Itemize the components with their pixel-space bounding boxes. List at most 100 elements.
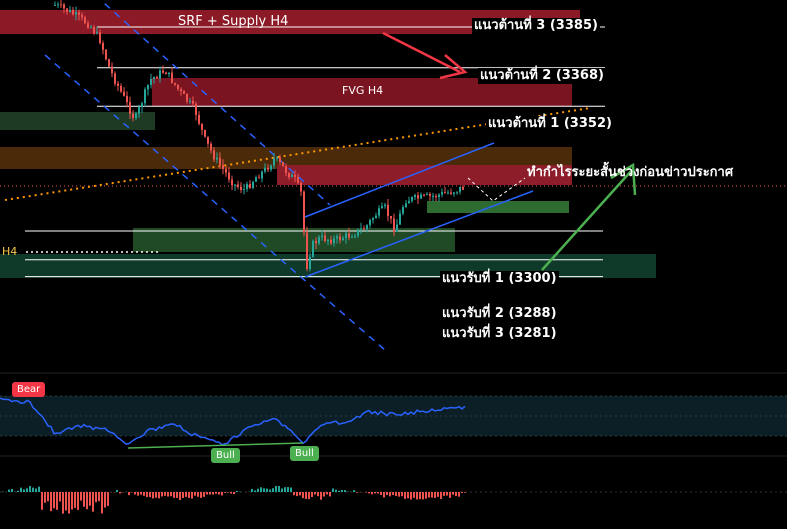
candle-body <box>114 73 116 84</box>
histogram-bar <box>212 492 214 495</box>
candle-body <box>315 240 317 244</box>
histogram-bar <box>50 492 52 512</box>
candle-body <box>348 233 350 238</box>
histogram-bar <box>251 488 253 492</box>
histogram-bar <box>74 492 76 508</box>
candle-body <box>351 236 353 238</box>
histogram-bar <box>293 492 295 496</box>
candle-body <box>198 114 200 124</box>
candle-body <box>441 192 443 195</box>
candle-body <box>384 204 386 207</box>
candle-body <box>237 184 239 187</box>
candle-body <box>225 168 227 173</box>
candle-body <box>153 77 155 79</box>
histogram-bar <box>422 492 424 500</box>
candle-body <box>297 177 299 183</box>
candle-body <box>354 235 356 237</box>
histogram-bar <box>368 492 370 494</box>
candle-body <box>252 181 254 188</box>
histogram-bar <box>173 492 175 498</box>
candle-body <box>288 172 290 178</box>
histogram-bar <box>83 492 85 507</box>
histogram-bar <box>56 492 58 510</box>
candle-body <box>126 95 128 103</box>
candle-body <box>210 143 212 151</box>
candle-body <box>231 179 233 186</box>
candle-body <box>276 157 278 159</box>
histogram-bar <box>449 492 451 498</box>
candle-body <box>372 218 374 220</box>
histogram-bar <box>308 492 310 500</box>
candle-body <box>264 167 266 172</box>
candle-body <box>216 157 218 160</box>
histogram-bar <box>41 492 43 510</box>
histogram-bar <box>35 488 37 492</box>
histogram-bar <box>305 492 307 499</box>
green-arrow-head <box>610 162 637 196</box>
histogram-bar <box>92 492 94 512</box>
demand-zone-1 <box>133 228 455 252</box>
histogram-bar <box>392 492 394 495</box>
histogram-bar <box>365 492 367 493</box>
histogram-bar <box>461 492 463 493</box>
candle-body <box>273 158 275 166</box>
candle-body <box>339 236 341 241</box>
histogram-bar <box>338 490 340 492</box>
histogram-bar <box>302 492 304 499</box>
candle-body <box>336 236 338 239</box>
histogram-bar <box>17 490 19 492</box>
histogram-bar <box>296 492 298 497</box>
oscillator-line <box>0 397 466 446</box>
candle-body <box>144 89 146 104</box>
demand-zone-2 <box>427 201 569 213</box>
histogram-bar <box>29 486 31 492</box>
histogram-bar <box>254 490 256 492</box>
candle-body <box>450 192 452 194</box>
rising-channel-upper <box>304 142 495 218</box>
histogram-bar <box>209 492 211 495</box>
candle-body <box>279 157 281 163</box>
candle-body <box>147 84 149 90</box>
candle-body <box>129 102 131 114</box>
histogram-bar <box>167 492 169 497</box>
red-arrow-head <box>439 54 468 80</box>
candle-body <box>102 43 104 50</box>
candle-body <box>78 12 80 15</box>
candle-body <box>414 195 416 198</box>
histogram-bar <box>224 492 226 493</box>
histogram-bar <box>281 488 283 492</box>
histogram-bar <box>182 492 184 498</box>
histogram-bar <box>401 492 403 497</box>
falling-channel-lower <box>44 54 386 351</box>
histogram-bar <box>53 492 55 509</box>
histogram-bar <box>218 492 220 495</box>
candle-body <box>201 123 203 130</box>
candle-body <box>330 239 332 244</box>
candle-body <box>291 174 293 178</box>
histogram-bar <box>413 492 415 498</box>
candle-body <box>57 4 59 6</box>
candle-body <box>417 195 419 199</box>
histogram-bar <box>185 492 187 497</box>
histogram-bar <box>134 492 136 495</box>
histogram-bar <box>170 492 172 497</box>
histogram-bar <box>440 492 442 499</box>
histogram-bar <box>341 490 343 492</box>
supply-zone-title: SRF + Supply H4 <box>178 14 289 29</box>
candle-body <box>399 213 401 225</box>
candle-body <box>375 215 377 219</box>
histogram-bar <box>227 492 229 493</box>
histogram-bar <box>278 485 280 492</box>
candle-body <box>357 229 359 236</box>
candle-body <box>66 8 68 12</box>
histogram-bar <box>20 487 22 492</box>
candle-body <box>420 194 422 199</box>
histogram-bar <box>179 492 181 500</box>
candle-body <box>174 82 176 85</box>
histogram-bar <box>290 487 292 492</box>
candle-body <box>246 184 248 190</box>
candle-body <box>321 235 323 238</box>
candle-body <box>228 172 230 180</box>
candle-body <box>270 165 272 170</box>
